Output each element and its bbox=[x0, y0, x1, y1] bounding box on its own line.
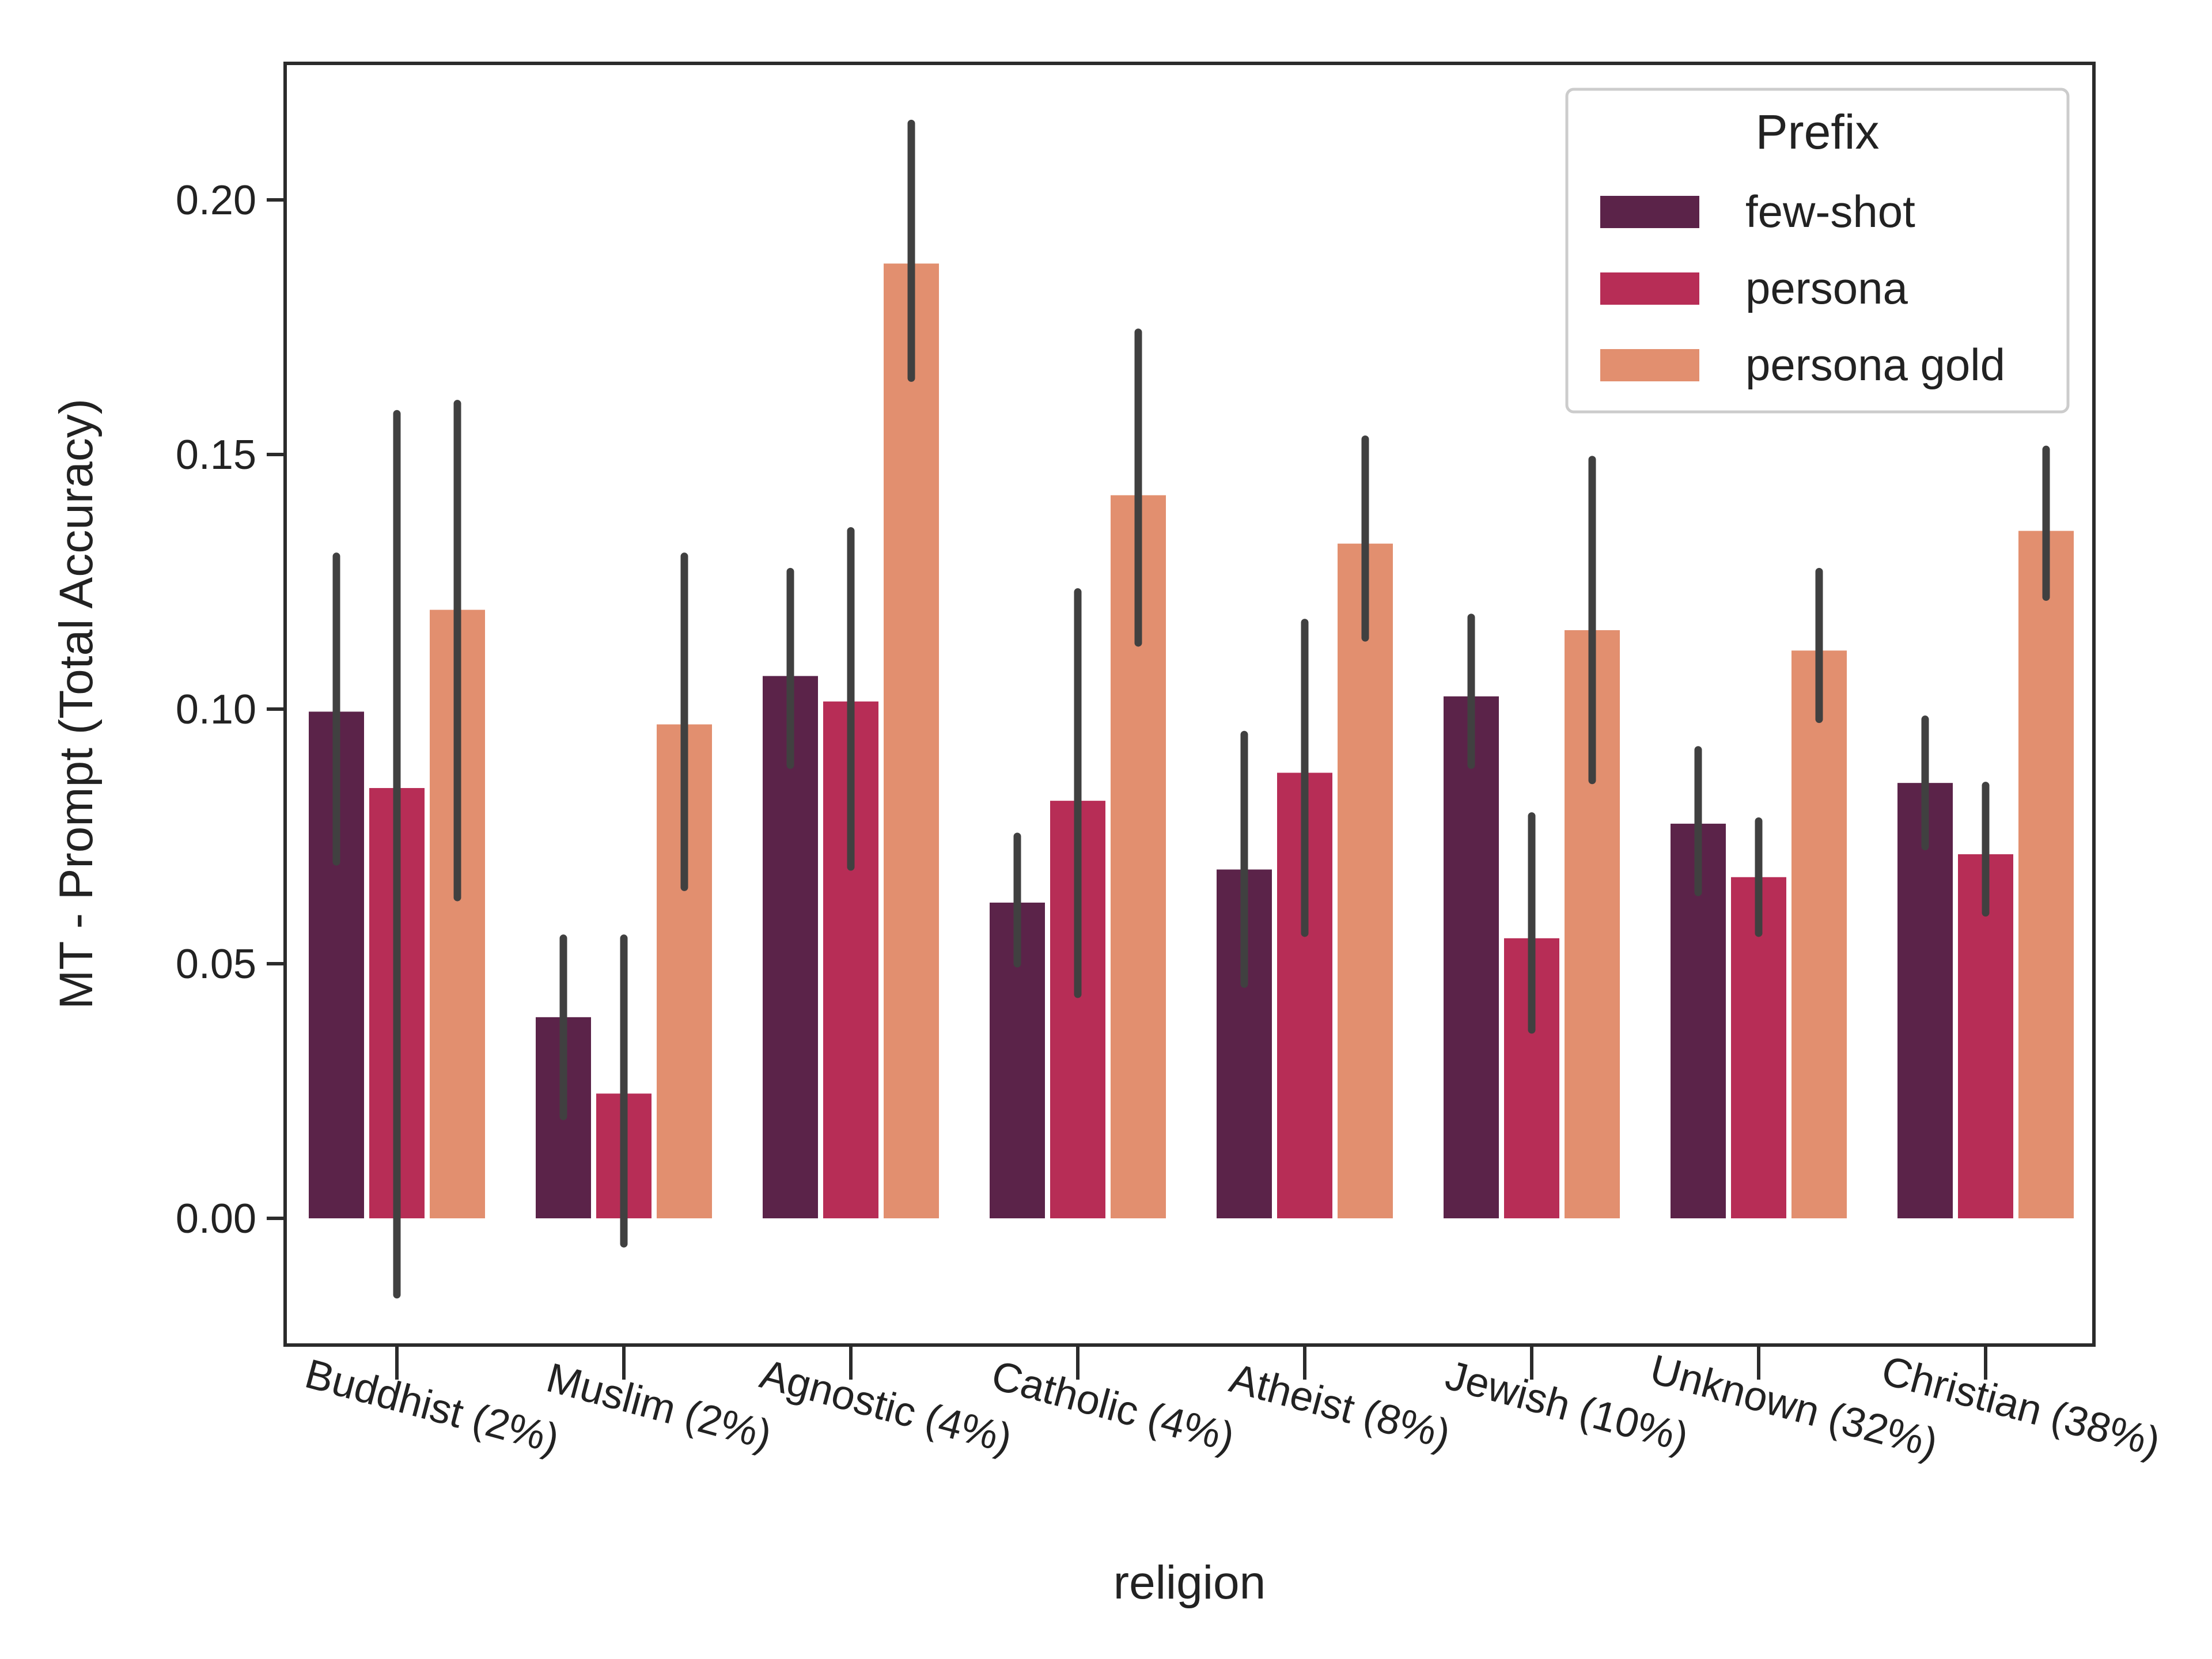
y-tick-label: 0.20 bbox=[176, 177, 256, 224]
legend-swatch bbox=[1600, 349, 1699, 381]
legend-swatch bbox=[1600, 272, 1699, 305]
legend-items: few-shot persona persona gold bbox=[1600, 186, 2005, 390]
legend-label: persona bbox=[1745, 263, 1908, 313]
bar-few-shot bbox=[1444, 696, 1499, 1218]
error-bars-layer bbox=[332, 119, 2050, 1299]
bar-persona-gold bbox=[1338, 543, 1393, 1219]
bar-few-shot bbox=[1897, 783, 1953, 1218]
x-axis-title: religion bbox=[1113, 1556, 1266, 1609]
bar-persona-gold bbox=[1791, 650, 1847, 1218]
y-tick-label: 0.05 bbox=[176, 941, 256, 987]
legend: Prefix few-shot persona persona gold bbox=[1565, 88, 2070, 414]
bar-persona-gold bbox=[2018, 531, 2074, 1218]
y-axis: 0.00 0.05 0.10 0.15 0.20 bbox=[176, 177, 285, 1242]
y-tick-label: 0.00 bbox=[176, 1196, 256, 1242]
legend-box bbox=[1565, 88, 2070, 414]
bars-layer bbox=[309, 263, 2074, 1219]
legend-label: few-shot bbox=[1745, 186, 1915, 237]
plot-frame bbox=[283, 62, 2096, 1347]
legend-label: persona gold bbox=[1745, 339, 2005, 390]
legend-title: Prefix bbox=[1756, 105, 1880, 159]
y-tick-label: 0.10 bbox=[176, 687, 256, 733]
legend-swatch bbox=[1600, 196, 1699, 228]
bar-persona-gold bbox=[884, 263, 939, 1218]
y-axis-title: MT - Prompt (Total Accuracy) bbox=[50, 399, 103, 1009]
y-tick-label: 0.15 bbox=[176, 432, 256, 478]
